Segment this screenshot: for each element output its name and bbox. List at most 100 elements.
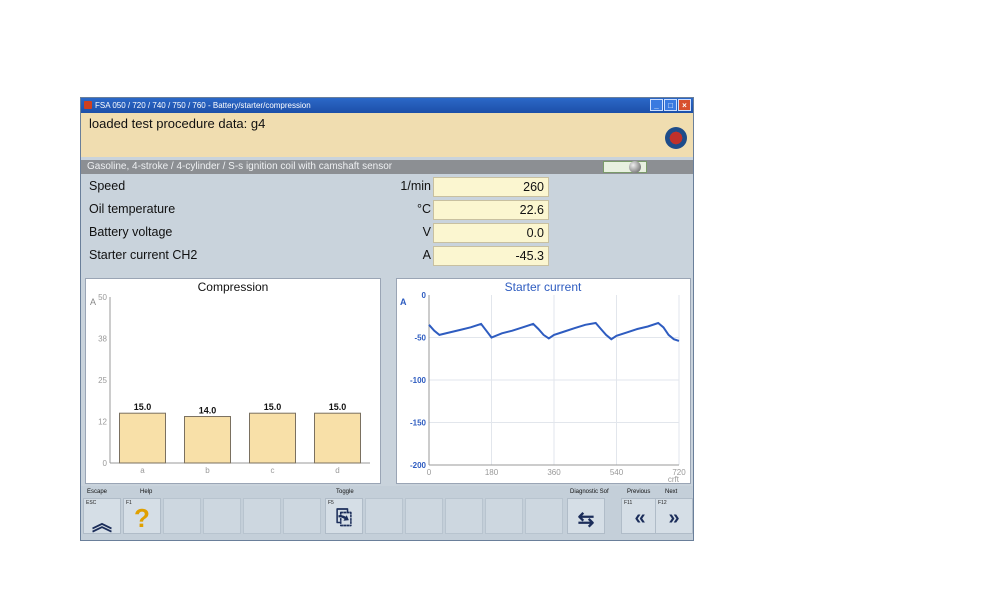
measurement-row-starter-current: Starter current CH2 A -45.3: [81, 245, 551, 268]
y-axis-label: A: [90, 297, 96, 307]
f8-button[interactable]: [445, 498, 483, 534]
function-key-bar: Escape ESC ︽ Help F1 ? Toggle F5 ⎘ Diagn…: [81, 486, 693, 540]
double-chevron-up-icon: ︽: [92, 513, 112, 535]
compression-chart-panel: Compression A 50 38 25 12 0 15.0 a 14.0 b 15.0 c 15.0…: [85, 278, 381, 484]
f4-button[interactable]: [243, 498, 281, 534]
bar-value-label: 15.0: [264, 402, 282, 412]
measurement-value: 0.0: [433, 223, 549, 243]
y-tick-label: 12: [98, 418, 107, 427]
window-controls: _ □ ×: [650, 99, 691, 111]
measurement-value: 260: [433, 177, 549, 197]
status-message: loaded test procedure data: g4: [89, 116, 266, 131]
y-tick-label: -150: [410, 419, 427, 428]
app-icon: [84, 101, 92, 109]
bar: [184, 416, 231, 464]
minimize-button[interactable]: _: [650, 99, 663, 111]
y-tick-label: 25: [98, 376, 107, 385]
y-tick-label: 50: [98, 293, 107, 302]
chart-title: Compression: [198, 280, 269, 294]
measurement-label: Starter current CH2: [89, 248, 198, 262]
fkey-label-previous: Previous: [627, 489, 651, 495]
bar-value-label: 15.0: [329, 402, 347, 412]
y-axis-label: A: [400, 297, 407, 307]
y-tick-label: 0: [103, 459, 108, 468]
window-title: FSA 050 / 720 / 740 / 750 / 760 - Batter…: [95, 101, 311, 110]
bar: [314, 412, 361, 464]
measurement-unit: °C: [416, 202, 431, 216]
measurement-row-speed: Speed 1/min 260: [81, 176, 551, 199]
measurement-label: Battery voltage: [89, 225, 173, 239]
fkey-label-next: Next: [665, 489, 678, 495]
measurement-value: 22.6: [433, 200, 549, 220]
x-tick-label: 360: [547, 468, 561, 477]
app-window: FSA 050 / 720 / 740 / 750 / 760 - Batter…: [80, 97, 694, 541]
x-tick-label: 720: [672, 468, 686, 477]
previous-button[interactable]: F11 «: [621, 498, 659, 534]
double-chevron-left-icon: «: [634, 507, 646, 529]
f9-button[interactable]: [485, 498, 523, 534]
x-tick-label: 0: [427, 468, 432, 477]
f2-button[interactable]: [163, 498, 201, 534]
measurement-row-oil-temperature: Oil temperature °C 22.6: [81, 199, 551, 222]
toggle-document-icon: ⎘: [336, 507, 352, 529]
x-tick-label: b: [205, 466, 210, 475]
fkey-label-help: Help: [140, 489, 153, 495]
fkey-label-toggle: Toggle: [336, 489, 354, 495]
f4b-button[interactable]: [283, 498, 321, 534]
chart-title: Starter current: [505, 280, 582, 294]
measurement-value: -45.3: [433, 246, 549, 266]
bar-value-label: 15.0: [134, 402, 152, 412]
toggle-button[interactable]: F5 ⎘: [325, 498, 363, 534]
bosch-logo-icon: [665, 127, 687, 149]
x-tick-label: 540: [610, 468, 624, 477]
measurement-row-battery-voltage: Battery voltage V 0.0: [81, 222, 551, 245]
f7-button[interactable]: [405, 498, 443, 534]
f3-button[interactable]: [203, 498, 241, 534]
measurement-unit: 1/min: [400, 179, 431, 193]
x-tick-label: d: [335, 466, 339, 475]
diagnostic-software-icon: ⇆: [577, 509, 595, 531]
title-bar: FSA 050 / 720 / 740 / 750 / 760 - Batter…: [81, 98, 693, 113]
fkey-label-escape: Escape: [87, 489, 108, 495]
double-chevron-right-icon: »: [668, 507, 680, 529]
compression-chart: Compression A 50 38 25 12 0 15.0 a 14.0 b 15.0 c 15.0…: [90, 280, 370, 475]
measurement-label: Speed: [89, 179, 126, 193]
y-tick-label: -200: [410, 461, 427, 470]
escape-button[interactable]: ESC ︽: [83, 498, 121, 535]
vehicle-path: Gasoline, 4-stroke / 4-cylinder / S-s ig…: [87, 161, 393, 172]
fkey-label-diagnostic: Diagnostic Sof: [570, 489, 609, 495]
bar: [249, 412, 296, 464]
measurement-unit: A: [422, 248, 431, 262]
y-tick-label: -50: [414, 334, 426, 343]
y-tick-label: 38: [98, 335, 107, 344]
fkey-code: F12: [658, 500, 667, 506]
fkey-code: F5: [328, 500, 334, 506]
f6-button[interactable]: [365, 498, 403, 534]
fkey-code: F1: [126, 500, 132, 506]
vehicle-path-bar: Gasoline, 4-stroke / 4-cylinder / S-s ig…: [81, 160, 693, 174]
starter-current-chart-panel: Starter current A 0 -50 -100 -150 -200 0 180 360 5…: [396, 278, 691, 484]
sensor-ball-icon: [629, 161, 641, 173]
fkey-code: ESC: [86, 500, 97, 506]
x-tick-label: 180: [485, 468, 499, 477]
diagnostic-software-button[interactable]: ⇆: [567, 498, 605, 534]
bar-value-label: 14.0: [199, 406, 217, 416]
bar: [119, 412, 166, 464]
y-tick-label: 0: [422, 291, 427, 300]
maximize-button[interactable]: □: [664, 99, 677, 111]
help-button[interactable]: F1 ?: [123, 498, 161, 534]
measurement-label: Oil temperature: [89, 202, 176, 216]
series-line: [428, 321, 680, 342]
close-button[interactable]: ×: [678, 99, 691, 111]
measurement-unit: V: [422, 225, 431, 239]
x-tick-label: c: [271, 466, 275, 475]
next-button[interactable]: F12 »: [655, 498, 693, 534]
help-question-icon: ?: [134, 503, 150, 533]
y-tick-label: -100: [410, 376, 427, 385]
f9b-button[interactable]: [525, 498, 563, 534]
x-axis-label: crft: [668, 475, 680, 483]
x-tick-label: a: [140, 466, 145, 475]
fkey-code: F11: [624, 500, 633, 506]
status-header: loaded test procedure data: g4: [81, 113, 693, 157]
